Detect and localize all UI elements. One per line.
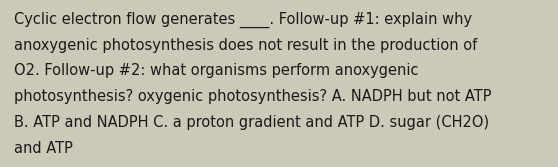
Text: and ATP: and ATP [14,141,73,156]
Text: anoxygenic photosynthesis does not result in the production of: anoxygenic photosynthesis does not resul… [14,38,477,53]
Text: O2. Follow-up #2: what organisms perform anoxygenic: O2. Follow-up #2: what organisms perform… [14,63,418,78]
Text: B. ATP and NADPH C. a proton gradient and ATP D. sugar (CH2O): B. ATP and NADPH C. a proton gradient an… [14,115,489,130]
Text: Cyclic electron flow generates ____. Follow-up #1: explain why: Cyclic electron flow generates ____. Fol… [14,12,472,28]
Text: photosynthesis? oxygenic photosynthesis? A. NADPH but not ATP: photosynthesis? oxygenic photosynthesis?… [14,89,492,104]
